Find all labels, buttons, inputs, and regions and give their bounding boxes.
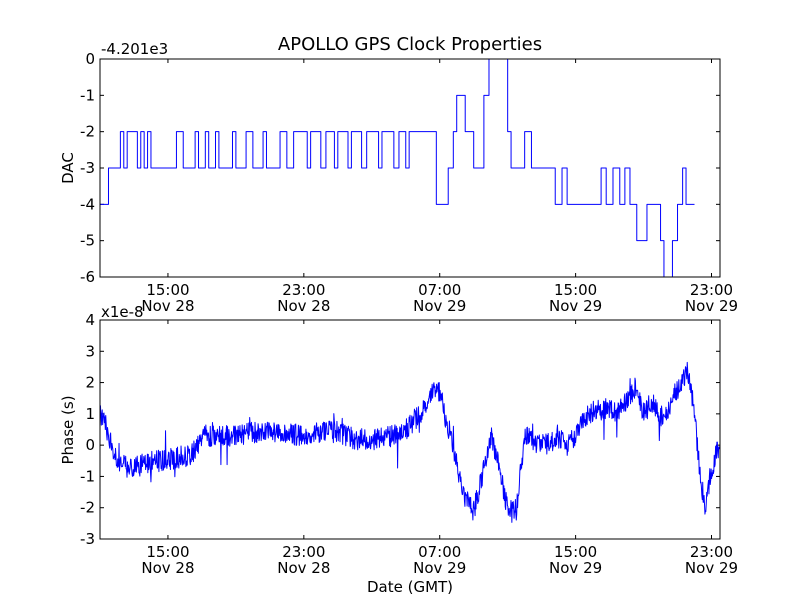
- y-tick-label: 0: [85, 436, 95, 454]
- y-tick-label: -3: [80, 159, 95, 177]
- x-tick-label-time: 15:00: [554, 543, 597, 561]
- y-tick-label: 4: [85, 311, 95, 329]
- x-tick-label-time: 23:00: [282, 543, 325, 561]
- phase-plot-frame: [99, 319, 721, 540]
- dac-plot-frame: [99, 58, 721, 278]
- y-tick-label: -3: [80, 530, 95, 548]
- y-tick-label: -5: [80, 232, 95, 250]
- x-tick-label-date: Nov 29: [413, 559, 466, 577]
- y-tick-label: 2: [85, 374, 95, 392]
- y-tick-label: -2: [80, 499, 95, 517]
- x-tick-label-date: Nov 28: [277, 559, 330, 577]
- x-tick-label-date: Nov 28: [277, 297, 330, 315]
- x-tick-label-date: Nov 29: [549, 559, 602, 577]
- y-tick-label: 0: [85, 50, 95, 68]
- x-tick-label-date: Nov 28: [141, 559, 194, 577]
- chart-title: APOLLO GPS Clock Properties: [278, 34, 542, 55]
- y-tick-label: -1: [80, 86, 95, 104]
- y-tick-label: 1: [85, 405, 95, 423]
- x-tick-label-time: 07:00: [418, 281, 461, 299]
- y-tick-label: 3: [85, 342, 95, 360]
- x-tick-label-date: Nov 29: [549, 297, 602, 315]
- x-tick-label-time: 23:00: [690, 281, 733, 299]
- x-tick-label-time: 07:00: [418, 543, 461, 561]
- y-tick-label: -2: [80, 123, 95, 141]
- x-tick-label-date: Nov 29: [413, 297, 466, 315]
- x-tick-label-date: Nov 29: [685, 297, 738, 315]
- x-tick-label-time: 23:00: [690, 543, 733, 561]
- x-tick-label-date: Nov 28: [141, 297, 194, 315]
- x-tick-label-time: 15:00: [554, 281, 597, 299]
- y-tick-label: -4: [80, 195, 95, 213]
- dac-chart: APOLLO GPS Clock Properties -4.201e3 DAC…: [59, 34, 738, 315]
- series-line-dac: [100, 58, 695, 278]
- x-tick-label-date: Nov 29: [685, 559, 738, 577]
- series-line-phase: [99, 361, 721, 523]
- y-tick-label: -6: [80, 268, 95, 286]
- phase-series: [99, 361, 721, 523]
- dac-offset-label: -4.201e3: [101, 40, 168, 58]
- x-tick-label-time: 23:00: [282, 281, 325, 299]
- x-tick-label-time: 15:00: [146, 543, 189, 561]
- x-tick-label-time: 15:00: [146, 281, 189, 299]
- x-axis-label: Date (GMT): [367, 578, 453, 596]
- dac-series: [100, 58, 695, 278]
- y-tick-label: -1: [80, 467, 95, 485]
- dac-y-axis-label: DAC: [59, 152, 77, 184]
- phase-offset-label: x1e-8: [101, 303, 144, 321]
- phase-y-axis-label: Phase (s): [59, 395, 77, 464]
